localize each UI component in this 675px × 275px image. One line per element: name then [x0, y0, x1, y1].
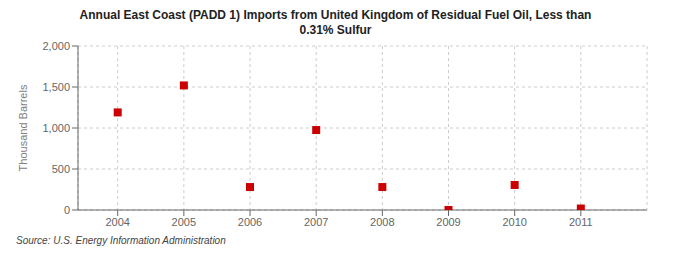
- svg-text:2008: 2008: [370, 216, 394, 228]
- svg-text:500: 500: [52, 163, 70, 175]
- svg-text:2,000: 2,000: [42, 40, 70, 52]
- svg-text:2007: 2007: [304, 216, 328, 228]
- svg-text:2004: 2004: [105, 216, 129, 228]
- html-text:Annual East Coast (PADD 1) Imp: Annual East Coast (PADD 1) Imports from …: [79, 8, 592, 22]
- html-text:0.31% Sulfur: 0.31% Sulfur: [299, 23, 372, 37]
- svg-text:1,000: 1,000: [42, 122, 70, 134]
- svg-text:2011: 2011: [569, 216, 593, 228]
- html-text:Source: U.S. Energy Informatio: Source: U.S. Energy Information Administ…: [16, 235, 226, 246]
- svg-text:1,500: 1,500: [42, 81, 70, 93]
- svg-text:0: 0: [64, 204, 70, 216]
- svg-text:2009: 2009: [436, 216, 460, 228]
- svg-text:2005: 2005: [172, 216, 196, 228]
- svg-text:2010: 2010: [502, 216, 526, 228]
- svg-text:Thousand Barrels: Thousand Barrels: [17, 84, 29, 171]
- svg-text:2006: 2006: [238, 216, 262, 228]
